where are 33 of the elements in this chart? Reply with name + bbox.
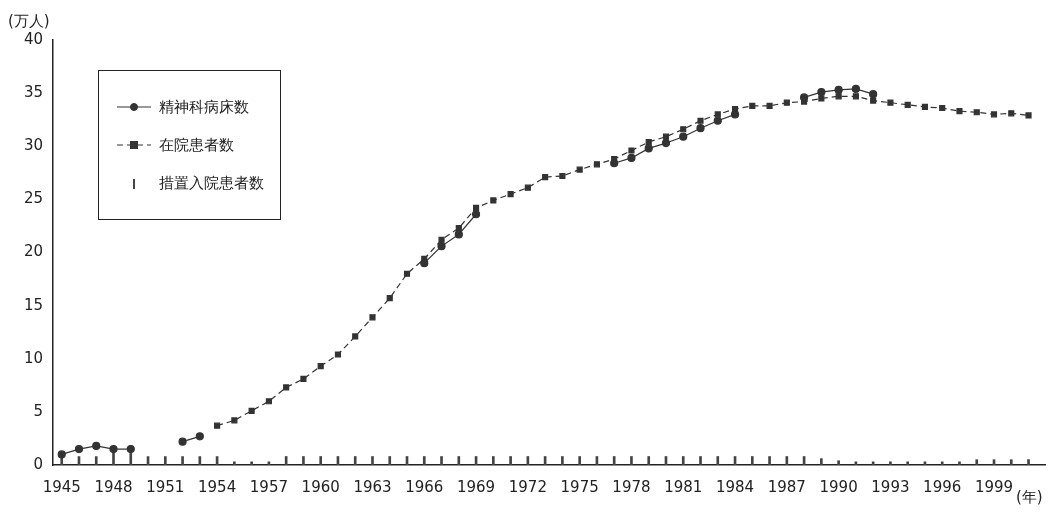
- x-tick-label: 1981: [664, 477, 703, 496]
- legend-label: 在院患者数: [159, 135, 234, 155]
- y-axis-title: (万人): [8, 12, 50, 31]
- y-tick-label: 15: [23, 295, 44, 314]
- y-tick-label: 10: [23, 348, 44, 367]
- x-tick-label: 1966: [405, 477, 444, 496]
- x-axis-title: (年): [1016, 488, 1043, 507]
- x-tick-label: 1969: [456, 477, 496, 496]
- legend-label: 措置入院患者数: [159, 173, 264, 193]
- x-tick-label: 1957: [249, 477, 288, 496]
- x-tick-label: 1963: [353, 477, 392, 496]
- y-tick-label: 40: [23, 29, 44, 48]
- y-tick-label: 5: [33, 401, 44, 420]
- x-tick-label: 1978: [612, 477, 651, 496]
- x-tick-label: 1972: [508, 477, 547, 496]
- x-tick-label: 1987: [767, 477, 806, 496]
- y-tick-label: 35: [23, 83, 44, 102]
- x-tick-label: 1948: [94, 477, 133, 496]
- x-tick-label: 1954: [198, 477, 237, 496]
- x-tick-label: 1990: [819, 477, 858, 496]
- x-tick-label: 1999: [974, 477, 1014, 496]
- y-tick-label: 30: [23, 136, 44, 155]
- x-tick-label: 1951: [146, 477, 185, 496]
- y-tick-label: 20: [23, 242, 44, 261]
- x-tick-label: 1984: [715, 477, 755, 496]
- x-tick-label: 1960: [301, 477, 340, 496]
- x-tick-label: 1945: [42, 477, 81, 496]
- x-tick-label: 1996: [923, 477, 962, 496]
- y-tick-label: 0: [33, 454, 44, 473]
- y-tick-label: 25: [23, 189, 44, 208]
- legend-label: 精神科病床数: [159, 97, 249, 117]
- x-tick-label: 1975: [560, 477, 599, 496]
- x-tick-label: 1993: [871, 477, 910, 496]
